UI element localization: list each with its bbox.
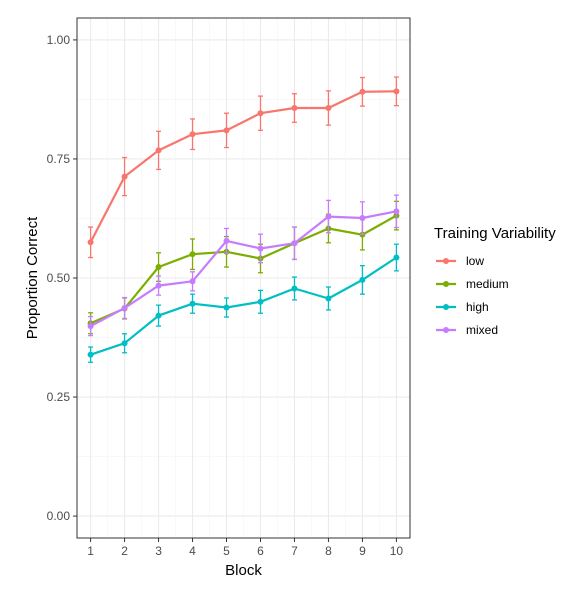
data-point: [291, 240, 298, 247]
data-point: [393, 254, 400, 261]
legend-key-point: [443, 304, 449, 310]
data-point: [189, 131, 196, 138]
legend-key-point: [443, 258, 449, 264]
x-tick-label: 6: [257, 544, 264, 558]
data-point: [359, 215, 366, 221]
data-point: [189, 251, 196, 258]
legend-item-high: high: [436, 300, 489, 314]
data-point: [291, 105, 298, 111]
series-line-medium: [90, 214, 397, 325]
data-point: [393, 208, 400, 215]
x-axis-title: Block: [225, 562, 262, 579]
data-point: [223, 304, 230, 311]
legend-key-point: [443, 327, 449, 333]
legend-label: medium: [466, 277, 509, 291]
y-axis: 0.00 0.25 0.50 0.75 1.00: [47, 33, 77, 523]
data-point: [87, 239, 94, 246]
data-point: [257, 110, 264, 117]
legend-item-low: low: [436, 254, 484, 268]
series-layer: [87, 76, 400, 363]
data-point: [359, 276, 366, 283]
x-tick-label: 1: [87, 544, 94, 558]
data-point: [325, 213, 332, 220]
y-tick-label: 0.75: [47, 152, 71, 166]
x-tick-label: 3: [155, 544, 162, 558]
series-line-high: [90, 256, 398, 356]
data-point: [223, 237, 230, 244]
x-tick-label: 9: [359, 544, 366, 558]
x-axis: 1 2 3 4 5 6 7 8 9 10: [87, 538, 403, 558]
data-point: [121, 173, 128, 180]
data-point: [359, 88, 366, 95]
data-point: [87, 351, 94, 358]
x-tick-label: 8: [325, 544, 332, 558]
data-point: [257, 245, 264, 252]
legend-key-point: [443, 281, 449, 287]
data-point: [189, 300, 196, 307]
y-tick-label: 0.25: [47, 390, 71, 404]
legend-title: Training Variability: [434, 225, 556, 242]
legend-item-mixed: mixed: [436, 323, 498, 337]
legend-label: low: [466, 254, 484, 268]
legend-label: mixed: [466, 323, 498, 337]
y-tick-label: 1.00: [47, 33, 71, 47]
series-low: [87, 76, 400, 259]
series-high: [87, 243, 400, 363]
x-tick-label: 2: [121, 544, 128, 558]
data-point: [155, 282, 162, 289]
x-tick-label: 4: [189, 544, 196, 558]
y-axis-title: Proportion Correct: [24, 216, 41, 339]
data-point: [325, 295, 332, 302]
x-tick-label: 7: [291, 544, 298, 558]
data-point: [155, 312, 162, 319]
legend-item-medium: medium: [436, 277, 509, 291]
data-point: [121, 340, 128, 347]
series-line-low: [89, 90, 397, 243]
y-tick-label: 0.00: [47, 509, 71, 523]
series-line-mixed: [90, 210, 397, 328]
data-point: [189, 278, 196, 285]
x-tick-label: 10: [390, 544, 404, 558]
data-point: [291, 285, 298, 292]
data-point: [121, 305, 128, 311]
series-mixed: [87, 194, 400, 337]
data-point: [155, 147, 162, 154]
data-point: [393, 88, 400, 95]
data-point: [87, 323, 94, 330]
x-tick-label: 5: [223, 544, 230, 558]
y-tick-label: 0.50: [47, 271, 71, 285]
data-point: [155, 264, 162, 271]
legend-label: high: [466, 300, 489, 314]
data-point: [223, 127, 230, 134]
data-point: [325, 105, 332, 111]
legend: Training Variability low medium high mixed: [434, 225, 556, 337]
data-point: [257, 298, 264, 305]
